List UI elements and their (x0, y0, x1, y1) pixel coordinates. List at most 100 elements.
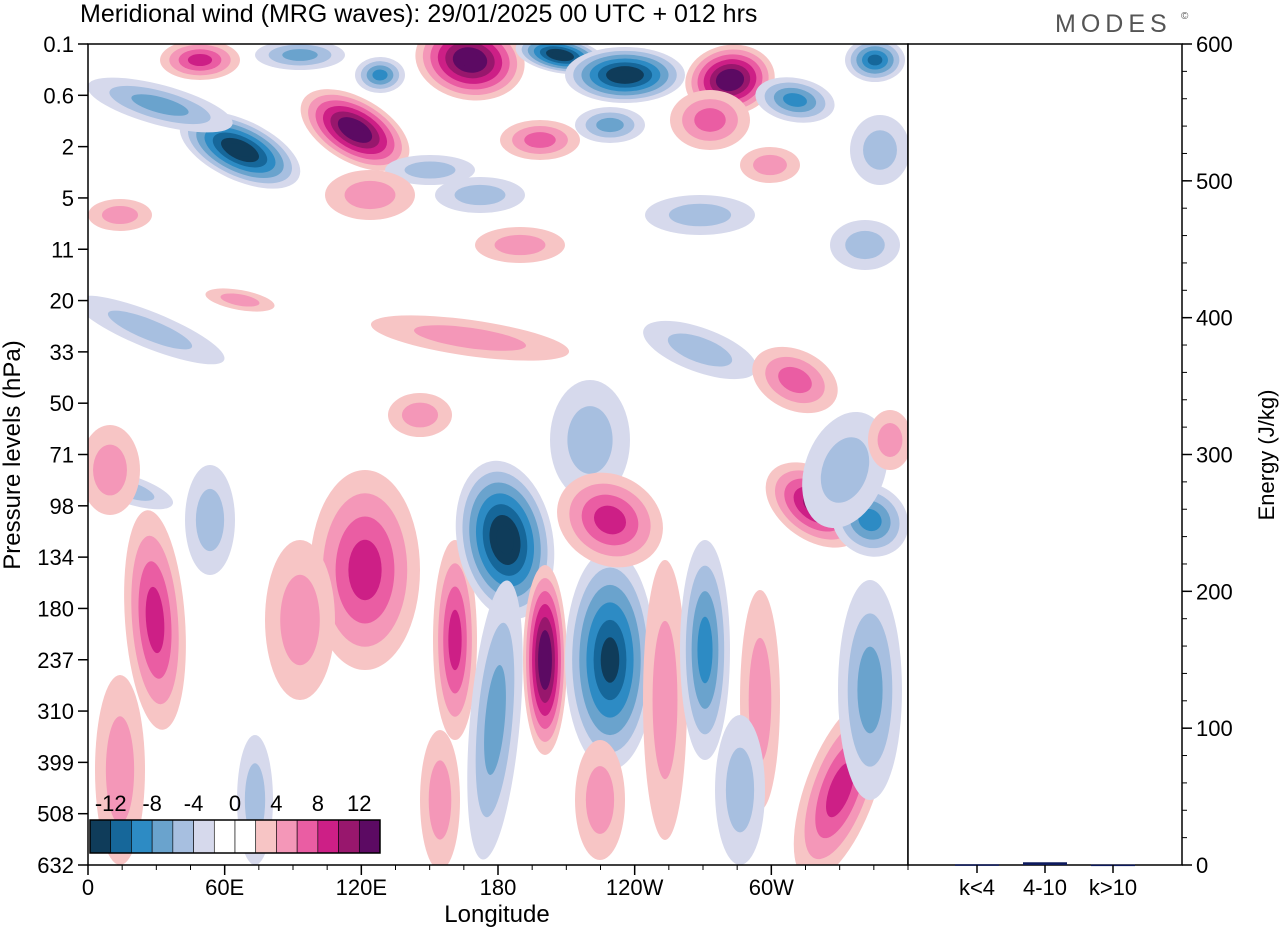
contour-region (131, 94, 189, 116)
colorbar-swatch (151, 819, 174, 854)
y-tick-label: 134 (37, 545, 74, 570)
x-axis: 0 60E 120E 180 120W 60W (82, 865, 909, 900)
colorbar-tick-label: 0 (229, 791, 241, 816)
contour-region (187, 53, 213, 67)
x-tick-label: 120W (606, 875, 664, 900)
energy-tick-label: 400 (1196, 306, 1233, 331)
contour-region (428, 760, 452, 840)
colorbar-swatch (89, 819, 112, 854)
energy-tick-label: 300 (1196, 443, 1233, 468)
contour-region (614, 70, 636, 80)
contour-region (494, 234, 546, 256)
contour-region (567, 406, 613, 474)
contour-region (101, 205, 139, 225)
contour-region (244, 763, 266, 837)
energy-categories: k<4 4-10 k>10 (959, 865, 1137, 900)
energy-tick-label: 500 (1196, 169, 1233, 194)
y-tick-label: 632 (37, 853, 74, 878)
chart-title: Meridional wind (MRG waves): 29/01/2025 … (80, 0, 757, 28)
y-axis-label: Pressure levels (hPa) (0, 340, 26, 569)
energy-tick-label: 0 (1196, 853, 1208, 878)
contour-region (552, 51, 568, 59)
energy-axis-label: Energy (J/kg) (1254, 390, 1279, 521)
contour-region (345, 122, 365, 138)
contour-region (414, 325, 526, 351)
colorbar-swatch (276, 819, 298, 854)
y-tick-label: 11 (51, 237, 74, 262)
y-tick-label: 237 (37, 648, 74, 673)
colorbar-swatch (234, 819, 257, 854)
contour-region (496, 525, 514, 555)
y-tick-label: 310 (37, 699, 74, 724)
modes-logo: MODES (1055, 10, 1172, 38)
contour-region (524, 132, 556, 148)
y-axis: 0.1 0.6 2 5 11 20 33 50 71 98 134 180 237 310 399 508 63… (37, 32, 88, 878)
energy-category-label: k>10 (1089, 875, 1137, 900)
contour-region (448, 609, 462, 671)
energy-category-label: k<4 (959, 875, 995, 900)
contour-region (220, 293, 260, 307)
y-tick-label: 399 (37, 750, 74, 775)
x-tick-label: 180 (480, 875, 517, 900)
contour-region (541, 643, 549, 677)
energy-plot-frame (907, 43, 1183, 866)
contour-region (826, 762, 854, 818)
colorbar-tick-label: 4 (270, 791, 282, 816)
contour-region (282, 49, 318, 61)
contour-region (460, 52, 480, 68)
colorbar-tick-label: 12 (347, 791, 371, 816)
contour-region (694, 108, 726, 132)
contour-region (401, 402, 439, 428)
colorbar-swatch (338, 819, 360, 854)
contour-region (668, 203, 732, 227)
contour-region (93, 444, 127, 496)
contour-field (88, 44, 908, 865)
y-tick-label: 33 (50, 340, 74, 365)
contour-region (697, 616, 713, 684)
contour-region (105, 716, 135, 824)
contour-region (867, 54, 883, 66)
contour-region (877, 423, 903, 457)
contour-region (753, 154, 787, 176)
contour-region (107, 310, 193, 350)
contour-region (195, 488, 225, 552)
contour-region (454, 184, 506, 206)
colorbar-swatch (131, 819, 153, 854)
x-tick-label: 60W (749, 875, 794, 900)
y-tick-label: 0.1 (43, 32, 74, 57)
x-tick-label: 120E (336, 875, 387, 900)
contour-region (778, 366, 812, 394)
modes-logo-mark: © (1181, 11, 1189, 22)
contour-region (596, 117, 624, 133)
colorbar-tick-label: -8 (142, 791, 162, 816)
colorbar-swatch (358, 819, 381, 854)
energy-tick-label: 600 (1196, 32, 1233, 57)
y-tick-label: 50 (50, 391, 74, 416)
contour-region (404, 161, 456, 179)
colorbar-frame (89, 819, 381, 854)
y-tick-label: 20 (50, 289, 74, 314)
contour-region (585, 766, 615, 834)
x-tick-label: 60E (205, 875, 244, 900)
contour-region (845, 230, 885, 260)
contour-region (857, 646, 883, 734)
x-tick-label: 0 (82, 875, 94, 900)
energy-tick-label: 200 (1196, 579, 1233, 604)
y-tick-label: 5 (62, 186, 74, 211)
contour-region (229, 143, 251, 157)
contour-region (858, 508, 882, 532)
y-tick-label: 98 (50, 494, 74, 519)
contour-plot (87, 43, 909, 866)
energy-category-label: 4-10 (1023, 875, 1067, 900)
energy-bar (1023, 862, 1067, 865)
energy-tick-label: 100 (1196, 716, 1233, 741)
colorbar-swatch (110, 819, 132, 854)
contour-region (667, 333, 733, 367)
colorbar-swatch (296, 819, 319, 854)
contour-region (348, 539, 382, 601)
colorbar-swatch (172, 819, 194, 854)
colorbar-legend: -12 -8 -4 0 4 8 12 (89, 791, 381, 854)
contour-region (593, 505, 627, 535)
y-tick-label: 71 (50, 443, 74, 468)
contour-region (600, 637, 620, 683)
